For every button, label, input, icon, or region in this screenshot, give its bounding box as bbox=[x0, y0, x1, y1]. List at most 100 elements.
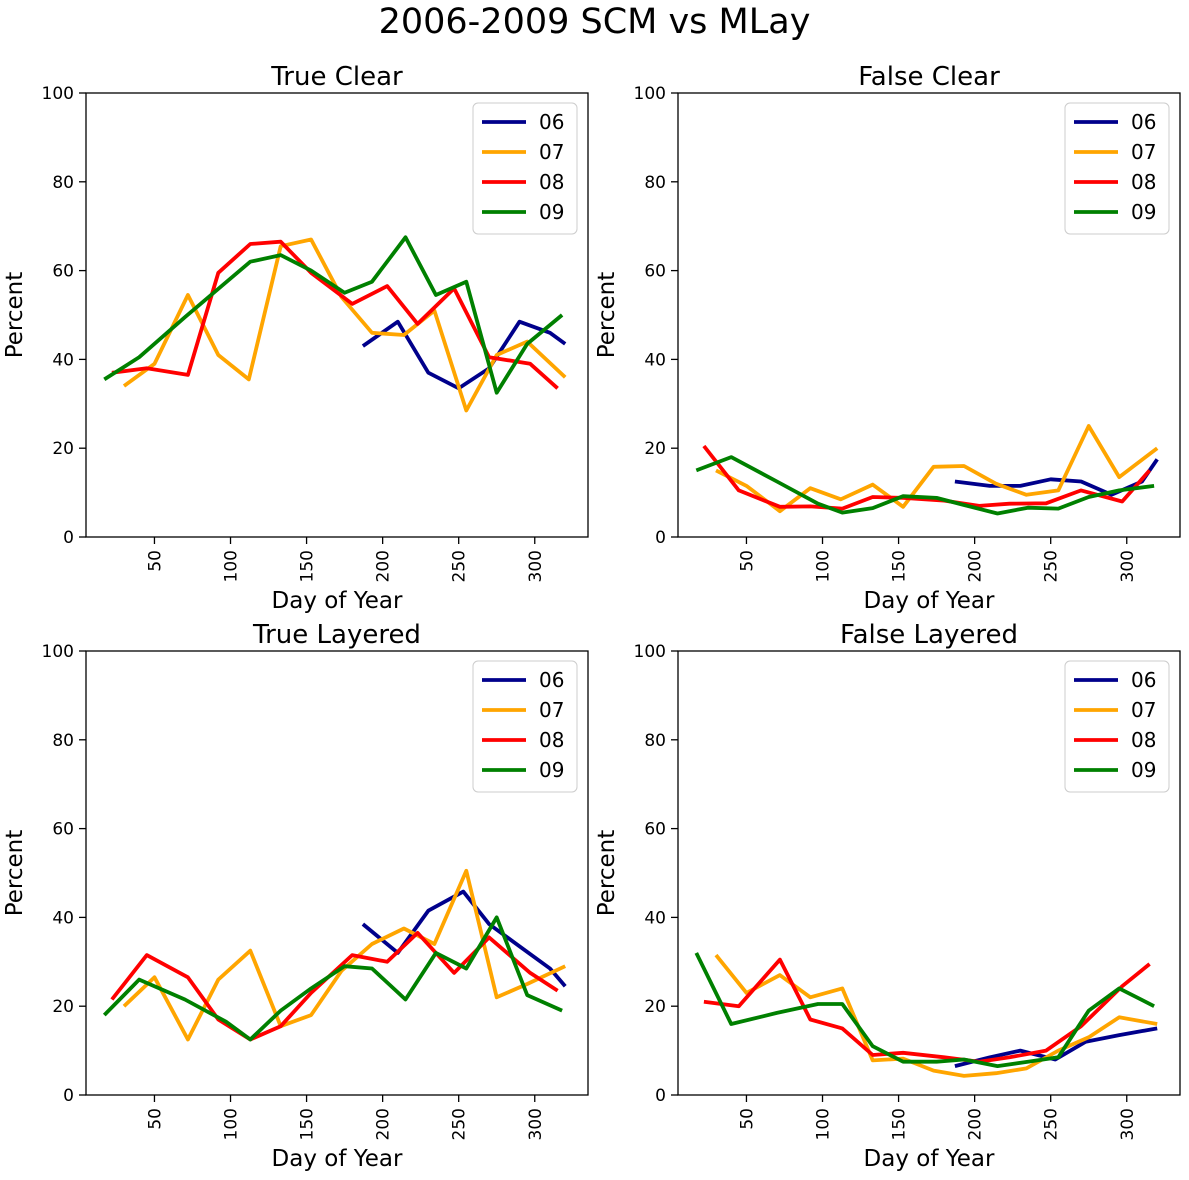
series-line-07 bbox=[715, 424, 1159, 514]
x-axis-label: Day of Year bbox=[864, 1146, 995, 1172]
x-tick-label: 200 bbox=[374, 1108, 394, 1140]
subplot-title: True Clear bbox=[270, 62, 403, 92]
x-tick-label: 250 bbox=[450, 1108, 470, 1140]
y-axis-label: Percent bbox=[594, 830, 620, 917]
legend-label-09: 09 bbox=[539, 200, 564, 224]
y-tick-label: 100 bbox=[634, 84, 666, 104]
y-axis-label: Percent bbox=[2, 272, 28, 359]
legend-box bbox=[472, 102, 578, 235]
y-axis-label: Percent bbox=[594, 272, 620, 359]
y-tick-label: 20 bbox=[52, 997, 74, 1017]
y-tick-label: 40 bbox=[644, 350, 666, 370]
legend-box bbox=[1064, 660, 1170, 793]
x-tick-label: 150 bbox=[890, 550, 910, 582]
x-tick-label: 100 bbox=[814, 550, 834, 582]
series-line-06 bbox=[361, 889, 567, 988]
legend-label-07: 07 bbox=[1131, 140, 1156, 164]
subplot-title: False Layered bbox=[840, 620, 1018, 650]
legend: 06 07 08 09 bbox=[472, 102, 578, 235]
legend-label-06: 06 bbox=[1131, 668, 1156, 692]
series-line-09 bbox=[102, 915, 563, 1042]
legend-box bbox=[472, 660, 578, 793]
x-tick-label: 300 bbox=[1118, 1108, 1138, 1140]
y-tick-label: 100 bbox=[42, 84, 74, 104]
series-line-06 bbox=[361, 319, 567, 391]
subplot-4: False Layered 0 20 40 60 80 100 50 100 150 200 250 3… bbox=[594, 620, 1181, 1172]
y-tick-label: 80 bbox=[52, 173, 74, 193]
x-tick-label: 100 bbox=[222, 550, 242, 582]
y-tick-label: 0 bbox=[63, 1086, 74, 1106]
legend-label-06: 06 bbox=[1131, 110, 1156, 134]
y-tick-label: 80 bbox=[52, 731, 74, 751]
series-line-08 bbox=[703, 957, 1151, 1064]
x-tick-label: 50 bbox=[145, 550, 165, 572]
y-tick-label: 0 bbox=[63, 528, 74, 548]
x-axis-label: Day of Year bbox=[272, 588, 403, 614]
legend-label-09: 09 bbox=[1131, 758, 1156, 782]
legend-label-07: 07 bbox=[539, 698, 564, 722]
legend: 06 07 08 09 bbox=[1064, 660, 1170, 793]
y-tick-label: 20 bbox=[644, 439, 666, 459]
x-tick-label: 100 bbox=[814, 1108, 834, 1140]
y-tick-label: 100 bbox=[634, 642, 666, 662]
series-line-07 bbox=[122, 237, 567, 413]
y-tick-label: 80 bbox=[644, 731, 666, 751]
x-tick-label: 300 bbox=[526, 550, 546, 582]
x-tick-label: 100 bbox=[222, 1108, 242, 1140]
x-tick-label: 150 bbox=[890, 1108, 910, 1140]
y-tick-label: 20 bbox=[52, 439, 74, 459]
legend-label-08: 08 bbox=[1131, 728, 1156, 752]
subplot-title: False Clear bbox=[858, 62, 1000, 92]
y-tick-label: 20 bbox=[644, 997, 666, 1017]
x-tick-label: 150 bbox=[298, 1108, 318, 1140]
subplot-2: False Clear 0 20 40 60 80 100 50 100 150 200 250 300… bbox=[594, 62, 1181, 614]
x-tick-label: 200 bbox=[966, 550, 986, 582]
series-line-09 bbox=[695, 455, 1155, 516]
y-tick-label: 60 bbox=[644, 820, 666, 840]
legend-label-09: 09 bbox=[1131, 200, 1156, 224]
x-axis-label: Day of Year bbox=[272, 1146, 403, 1172]
legend: 06 07 08 09 bbox=[472, 660, 578, 793]
x-tick-label: 300 bbox=[1118, 550, 1138, 582]
figure-title: 2006-2009 SCM vs MLay bbox=[378, 2, 811, 42]
series-line-08 bbox=[702, 444, 1152, 511]
plot-frame bbox=[677, 650, 1181, 1096]
series-line-09 bbox=[694, 952, 1155, 1068]
y-tick-label: 0 bbox=[655, 1086, 666, 1106]
y-tick-label: 60 bbox=[52, 820, 74, 840]
legend-label-07: 07 bbox=[539, 140, 564, 164]
y-tick-label: 40 bbox=[644, 908, 666, 928]
y-tick-label: 80 bbox=[644, 173, 666, 193]
plot-frame bbox=[677, 92, 1181, 538]
x-tick-label: 250 bbox=[1042, 1108, 1062, 1140]
legend-label-08: 08 bbox=[1131, 170, 1156, 194]
legend-box bbox=[1064, 102, 1170, 235]
x-tick-label: 300 bbox=[526, 1108, 546, 1140]
subplot-1: True Clear 0 20 40 60 80 100 50 100 150 200 250 300 D… bbox=[2, 62, 589, 614]
subplot-title: True Layered bbox=[252, 620, 421, 650]
legend-label-07: 07 bbox=[1131, 698, 1156, 722]
legend-label-06: 06 bbox=[539, 110, 564, 134]
y-tick-label: 100 bbox=[42, 642, 74, 662]
plot-frame bbox=[85, 92, 589, 538]
series-line-07 bbox=[122, 868, 567, 1042]
legend-label-08: 08 bbox=[539, 728, 564, 752]
y-tick-label: 60 bbox=[52, 262, 74, 282]
legend-label-09: 09 bbox=[539, 758, 564, 782]
subplot-3: True Layered 0 20 40 60 80 100 50 100 150 200 250 30… bbox=[2, 620, 589, 1172]
legend-label-08: 08 bbox=[539, 170, 564, 194]
x-tick-label: 250 bbox=[1042, 550, 1062, 582]
y-tick-label: 60 bbox=[644, 262, 666, 282]
plot-frame bbox=[85, 650, 589, 1096]
x-tick-label: 250 bbox=[450, 550, 470, 582]
x-tick-label: 50 bbox=[145, 1108, 165, 1130]
x-axis-label: Day of Year bbox=[864, 588, 995, 614]
x-tick-label: 200 bbox=[966, 1108, 986, 1140]
x-tick-label: 50 bbox=[737, 1108, 757, 1130]
y-tick-label: 40 bbox=[52, 350, 74, 370]
x-tick-label: 200 bbox=[374, 550, 394, 582]
x-tick-label: 50 bbox=[737, 550, 757, 572]
series-line-09 bbox=[103, 235, 564, 395]
legend: 06 07 08 09 bbox=[1064, 102, 1170, 235]
